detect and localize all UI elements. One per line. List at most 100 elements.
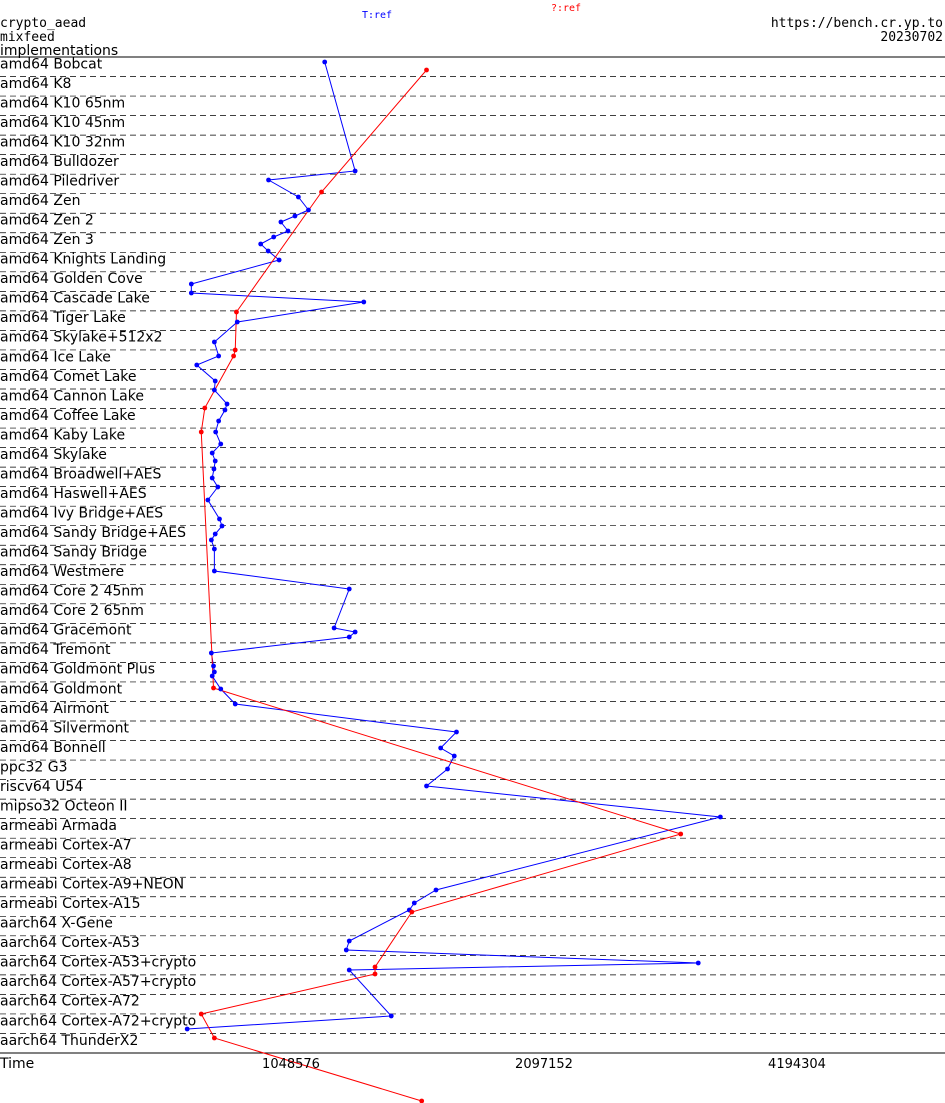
category-labels: amd64 Bobcat amd64 K8 amd64 K10 65nm amd64 …: [0, 56, 196, 1048]
date-label: 20230702: [880, 30, 943, 45]
data-point: [454, 729, 459, 735]
data-point: [184, 1026, 190, 1032]
subtitle-label: implementations: [0, 43, 118, 59]
data-point: [188, 290, 194, 296]
data-point: [211, 466, 217, 472]
data-point: [208, 650, 214, 656]
data-point: [198, 429, 204, 435]
data-point: [211, 387, 217, 393]
data-point: [346, 938, 352, 944]
data-point: [211, 568, 217, 574]
data-point: [306, 207, 311, 213]
series-label-qref: ?:ref: [551, 3, 581, 14]
data-point: [211, 339, 217, 345]
category-label: amd64 Goldmont Plus: [0, 662, 155, 678]
data-point: [216, 418, 222, 424]
category-label: amd64 Tremont: [0, 642, 111, 658]
category-label: amd64 Bobcat: [0, 56, 103, 72]
category-label: amd64 Broadwell+AES: [0, 466, 161, 482]
data-point: [212, 378, 218, 384]
data-point: [224, 401, 230, 407]
data-point: [343, 947, 349, 953]
data-point: [331, 625, 337, 631]
category-label: amd64 Piledriver: [0, 174, 119, 190]
data-point: [717, 814, 723, 820]
x-axis: Time 1048576 2097152 4194304: [0, 1056, 826, 1072]
data-point: [292, 213, 298, 219]
data-point: [424, 783, 429, 789]
category-label: armeabi Cortex-A15: [0, 896, 141, 912]
category-label: amd64 Gracemont: [0, 623, 132, 639]
data-point: [211, 546, 217, 552]
data-point: [217, 516, 222, 522]
data-point: [205, 497, 211, 503]
category-label: aarch64 Cortex-A72: [0, 994, 140, 1010]
category-label: aarch64 Cortex-A72+crypto: [0, 1013, 196, 1029]
category-label: amd64 K8: [0, 76, 71, 92]
category-label: amd64 Coffee Lake: [0, 408, 136, 424]
data-point: [198, 1011, 204, 1017]
category-label: amd64 Ice Lake: [0, 349, 111, 365]
primitive-label: crypto_aead: [0, 16, 86, 31]
category-label: armeabi Cortex-A7: [0, 838, 132, 854]
category-label: amd64 Ivy Bridge+AES: [0, 506, 163, 522]
data-point: [202, 405, 208, 411]
data-point: [295, 194, 301, 200]
data-point: [319, 189, 324, 195]
category-label: amd64 Silvermont: [0, 720, 130, 736]
data-point: [285, 228, 291, 234]
data-point: [211, 669, 217, 675]
data-point: [215, 484, 221, 490]
category-label: amd64 K10 65nm: [0, 95, 125, 111]
series-line-1: [200, 69, 683, 1102]
data-point: [451, 753, 457, 759]
category-label: amd64 Comet Lake: [0, 369, 137, 385]
category-label: amd64 Zen 3: [0, 232, 94, 248]
category-label: amd64 Golden Cove: [0, 271, 143, 287]
data-point: [209, 475, 215, 481]
data-point: [234, 309, 239, 315]
category-label: amd64 Westmere: [0, 564, 124, 580]
x-tick-label: 4194304: [768, 1057, 826, 1072]
data-point: [424, 67, 429, 73]
category-label: amd64 Bulldozer: [0, 154, 119, 170]
data-point: [361, 299, 367, 305]
category-label: amd64 Airmont: [0, 701, 109, 717]
data-point: [209, 450, 215, 456]
data-point: [695, 960, 701, 966]
data-point: [352, 168, 358, 174]
category-label: amd64 Core 2 65nm: [0, 603, 144, 619]
x-tick-label: 1048576: [262, 1057, 320, 1072]
category-label: riscv64 U54: [0, 779, 83, 795]
data-point: [211, 1035, 217, 1041]
data-point: [419, 1098, 425, 1103]
data-point: [411, 900, 417, 906]
data-point: [212, 531, 218, 537]
category-label: amd64 Zen: [0, 193, 80, 209]
data-point: [678, 831, 684, 837]
category-label: ppc32 G3: [0, 759, 68, 775]
data-point: [234, 319, 240, 325]
category-label: mipso32 Octeon II: [0, 798, 128, 814]
data-point: [265, 248, 271, 254]
data-point: [188, 281, 194, 287]
data-point: [322, 59, 328, 65]
data-point: [409, 909, 415, 915]
category-label: amd64 Sandy Bridge: [0, 545, 147, 561]
site-label: https://bench.cr.yp.to: [771, 16, 943, 31]
category-label: amd64 Zen 2: [0, 213, 94, 229]
category-label: armeabi Cortex-A8: [0, 857, 132, 873]
category-label: amd64 Knights Landing: [0, 252, 166, 268]
data-point: [211, 663, 216, 669]
data-point: [388, 1013, 394, 1019]
data-point: [346, 967, 352, 973]
category-label: amd64 Tiger Lake: [0, 310, 126, 326]
data-point: [346, 586, 352, 592]
category-label: amd64 Cascade Lake: [0, 291, 150, 307]
data-point: [276, 257, 282, 263]
data-point: [219, 523, 225, 529]
data-point: [216, 353, 222, 359]
operation-label: mixfeed: [0, 30, 55, 45]
category-label: aarch64 Cortex-A57+crypto: [0, 974, 196, 990]
data-point: [232, 701, 238, 707]
